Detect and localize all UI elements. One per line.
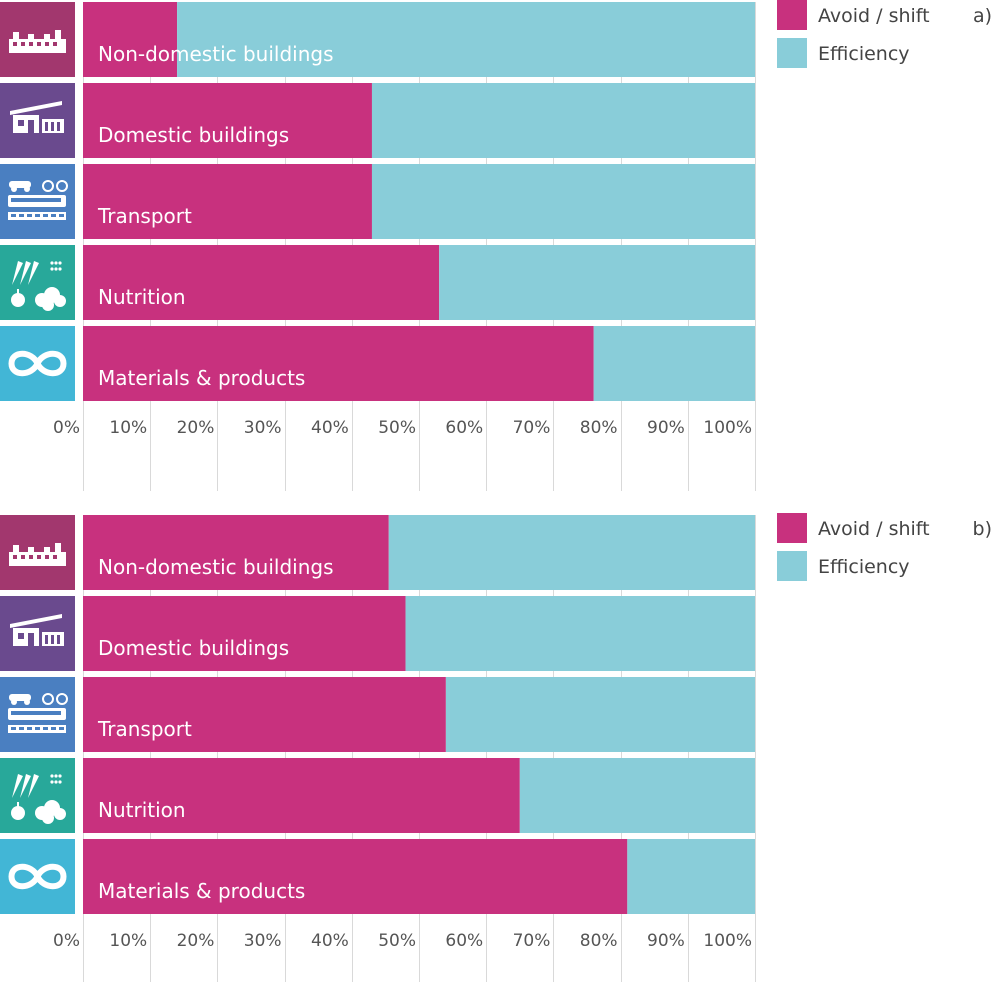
- x-tick-label-1-80: 80%: [580, 418, 618, 438]
- x-tick-label-2-40: 40%: [311, 931, 349, 951]
- bar-1-transport-efficiency: [371, 164, 755, 239]
- legend-swatch-1-avoid-shift: [777, 0, 807, 30]
- x-tick-label-1-40: 40%: [311, 418, 349, 438]
- legend-label-2-efficiency: Efficiency: [818, 556, 910, 578]
- bar-2-nutrition-avoid-shift: [83, 758, 520, 833]
- bar-label-1-transport: Transport: [97, 204, 192, 228]
- x-tick-label-2-80: 80%: [580, 931, 618, 951]
- house-icon: [0, 596, 75, 671]
- bar-1-materials-products-avoid-shift: [83, 326, 594, 401]
- food-icon: [0, 245, 75, 320]
- bar-label-2-nutrition: Nutrition: [98, 798, 186, 822]
- x-tick-label-2-60: 60%: [445, 931, 483, 951]
- x-tick-label-2-30: 30%: [244, 931, 282, 951]
- x-tick-label-1-10: 10%: [109, 418, 147, 438]
- bar-2-domestic-buildings-avoid-shift: [83, 596, 406, 671]
- bar-2-nutrition-efficiency: [519, 758, 755, 833]
- bar-2-domestic-buildings-efficiency: [405, 596, 755, 671]
- x-tick-label-1-100: 100%: [703, 418, 752, 438]
- x-tick-label-2-90: 90%: [647, 931, 685, 951]
- bar-1-materials-products-efficiency: [593, 326, 755, 401]
- bar-1-domestic-buildings-efficiency: [371, 83, 755, 158]
- x-tick-label-1-90: 90%: [647, 418, 685, 438]
- legend-label-1-efficiency: Efficiency: [818, 43, 910, 65]
- bar-label-2-non-domestic-buildings: Non-domestic buildings: [98, 555, 334, 579]
- bar-1-non-domestic-buildings-efficiency: [177, 2, 755, 77]
- x-tick-label-2-20: 20%: [177, 931, 215, 951]
- bar-1-transport-avoid-shift: [83, 164, 372, 239]
- bar-2-transport-avoid-shift: [83, 677, 446, 752]
- legend-swatch-1-efficiency: [777, 38, 807, 68]
- legend-label-1-avoid-shift: Avoid / shift: [818, 5, 930, 27]
- x-tick-label-1-50: 50%: [378, 418, 416, 438]
- x-tick-label-2-70: 70%: [513, 931, 551, 951]
- x-tick-label-2-100: 100%: [703, 931, 752, 951]
- legend-swatch-2-avoid-shift: [777, 513, 807, 543]
- factory-icon: [0, 2, 75, 77]
- bar-label-1-non-domestic-buildings: Non-domestic buildings: [98, 42, 334, 66]
- x-tick-label-2-0: 0%: [53, 931, 80, 951]
- bar-1-nutrition-efficiency: [439, 245, 755, 320]
- bar-2-materials-products-efficiency: [627, 839, 755, 914]
- panel-label-1: a): [973, 5, 992, 27]
- house-icon: [0, 83, 75, 158]
- x-tick-label-2-10: 10%: [109, 931, 147, 951]
- bar-2-materials-products-avoid-shift: [83, 839, 628, 914]
- legend-label-2-avoid-shift: Avoid / shift: [818, 518, 930, 540]
- bar-label-1-nutrition: Nutrition: [98, 285, 186, 309]
- infinity-icon: [0, 839, 75, 914]
- bar-label-1-domestic-buildings: Domestic buildings: [98, 123, 289, 147]
- bar-2-non-domestic-buildings-avoid-shift: [83, 515, 389, 590]
- transport-icon: [0, 677, 75, 752]
- bar-label-2-domestic-buildings: Domestic buildings: [98, 636, 289, 660]
- factory-icon: [0, 515, 75, 590]
- x-tick-label-1-20: 20%: [177, 418, 215, 438]
- bar-1-domestic-buildings-avoid-shift: [83, 83, 372, 158]
- bar-2-transport-efficiency: [445, 677, 755, 752]
- bar-label-2-materials-products: Materials & products: [98, 879, 305, 903]
- bar-label-1-materials-products: Materials & products: [98, 366, 305, 390]
- x-tick-label-1-70: 70%: [513, 418, 551, 438]
- bar-label-2-transport: Transport: [97, 717, 192, 741]
- food-icon: [0, 758, 75, 833]
- infinity-icon: [0, 326, 75, 401]
- bar-1-non-domestic-buildings-avoid-shift: [83, 2, 178, 77]
- x-tick-label-1-60: 60%: [445, 418, 483, 438]
- x-tick-label-1-30: 30%: [244, 418, 282, 438]
- bar-1-nutrition-avoid-shift: [83, 245, 440, 320]
- panel-label-2: b): [973, 518, 992, 540]
- transport-icon: [0, 164, 75, 239]
- x-tick-label-2-50: 50%: [378, 931, 416, 951]
- x-tick-label-1-0: 0%: [53, 418, 80, 438]
- bar-2-non-domestic-buildings-efficiency: [388, 515, 755, 590]
- legend-swatch-2-efficiency: [777, 551, 807, 581]
